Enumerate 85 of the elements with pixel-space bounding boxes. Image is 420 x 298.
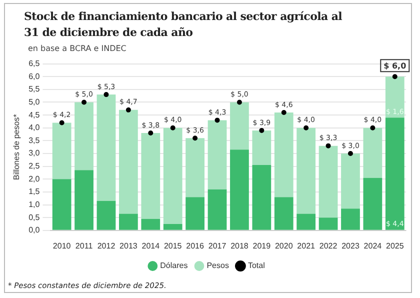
x-tick-label: 2016: [186, 241, 204, 250]
point: [326, 143, 331, 148]
x-tick-label: 2025: [386, 241, 404, 250]
x-tick-label: 2018: [230, 241, 249, 250]
bar: [119, 110, 138, 214]
y-tick-label: 4,5: [28, 110, 40, 120]
bar: [341, 208, 360, 230]
y-tick-label: 6,5: [28, 59, 40, 68]
y-axis-title: Billones de pesos*: [12, 114, 22, 180]
bar: [96, 94, 116, 201]
y-tick-label: 5,0: [28, 97, 40, 106]
bar: [208, 189, 227, 230]
point: [281, 110, 286, 115]
y-tick-label: 2,5: [28, 162, 40, 171]
point: [214, 118, 220, 123]
bar: [119, 214, 138, 230]
point: [148, 130, 154, 136]
point: [82, 100, 87, 105]
point: [348, 151, 353, 156]
bar: [385, 76, 404, 118]
bar: [318, 218, 338, 230]
x-tick-label: 2017: [208, 241, 227, 250]
bar: [296, 214, 316, 230]
bar: [96, 200, 116, 230]
bar: [52, 122, 72, 180]
y-tick-label: 0,5: [28, 212, 40, 222]
y-tick-label: 6,0: [28, 72, 40, 81]
point: [126, 107, 131, 112]
bar: [230, 150, 249, 230]
bar: [208, 120, 227, 190]
point: [59, 120, 64, 126]
bar: [141, 133, 160, 219]
point: [370, 125, 376, 130]
x-tick-label: 2015: [164, 241, 182, 250]
chart-subtitle: en base a BCRA e INDEC: [28, 44, 126, 53]
bar: [74, 102, 94, 170]
bar: [163, 224, 182, 230]
legend-label: Dólares: [160, 261, 188, 270]
bar: [274, 197, 294, 230]
x-tick-label: 2023: [342, 241, 360, 250]
y-tick-label: 1,5: [28, 187, 40, 196]
point: [170, 125, 176, 130]
bar: [186, 138, 204, 198]
legend-label: Pesos: [206, 261, 229, 270]
y-tick-label: 3,0: [28, 148, 40, 158]
x-tick-label: 2010: [52, 241, 72, 250]
y-tick-label: 0,0: [28, 226, 40, 235]
data-label: $ 6,0: [384, 62, 407, 71]
bar: [252, 130, 272, 166]
legend-label: Total: [248, 261, 266, 270]
bar: [341, 154, 360, 209]
bar: [296, 128, 316, 214]
point: [259, 128, 264, 133]
y-tick-label: 5,5: [28, 84, 40, 94]
bar: [163, 128, 182, 224]
bar: [385, 118, 404, 230]
bar: [186, 197, 204, 230]
y-tick-label: 1,0: [28, 200, 40, 209]
x-tick-label: 2021: [297, 241, 316, 250]
x-tick-label: 2019: [252, 241, 272, 250]
y-tick-label: 2,0: [28, 174, 40, 184]
x-tick-label: 2014: [142, 241, 160, 250]
bar: [52, 179, 72, 230]
bar: [230, 102, 249, 150]
bar: [252, 165, 272, 230]
bar: [363, 128, 382, 178]
bar: [318, 146, 338, 218]
y-tick-label: 3,5: [28, 136, 40, 145]
bar: [274, 112, 294, 198]
point: [236, 100, 242, 105]
x-tick-label: 2022: [319, 241, 338, 250]
point: [192, 136, 198, 141]
y-tick-label: 4,0: [28, 123, 40, 132]
point: [392, 74, 398, 80]
point: [304, 125, 309, 130]
x-tick-label: 2020: [274, 241, 294, 250]
point: [104, 92, 109, 98]
x-tick-label: 2024: [364, 241, 382, 250]
x-tick-label: 2013: [120, 241, 138, 250]
bar: [141, 218, 160, 230]
x-tick-label: 2012: [97, 241, 116, 250]
bar: [74, 170, 94, 230]
bar: [363, 178, 382, 230]
chart-title: Stock de financiamiento bancario al sector agrícola al 31 de diciembre de cada año: [24, 9, 344, 41]
x-tick-label: 2011: [75, 241, 94, 250]
